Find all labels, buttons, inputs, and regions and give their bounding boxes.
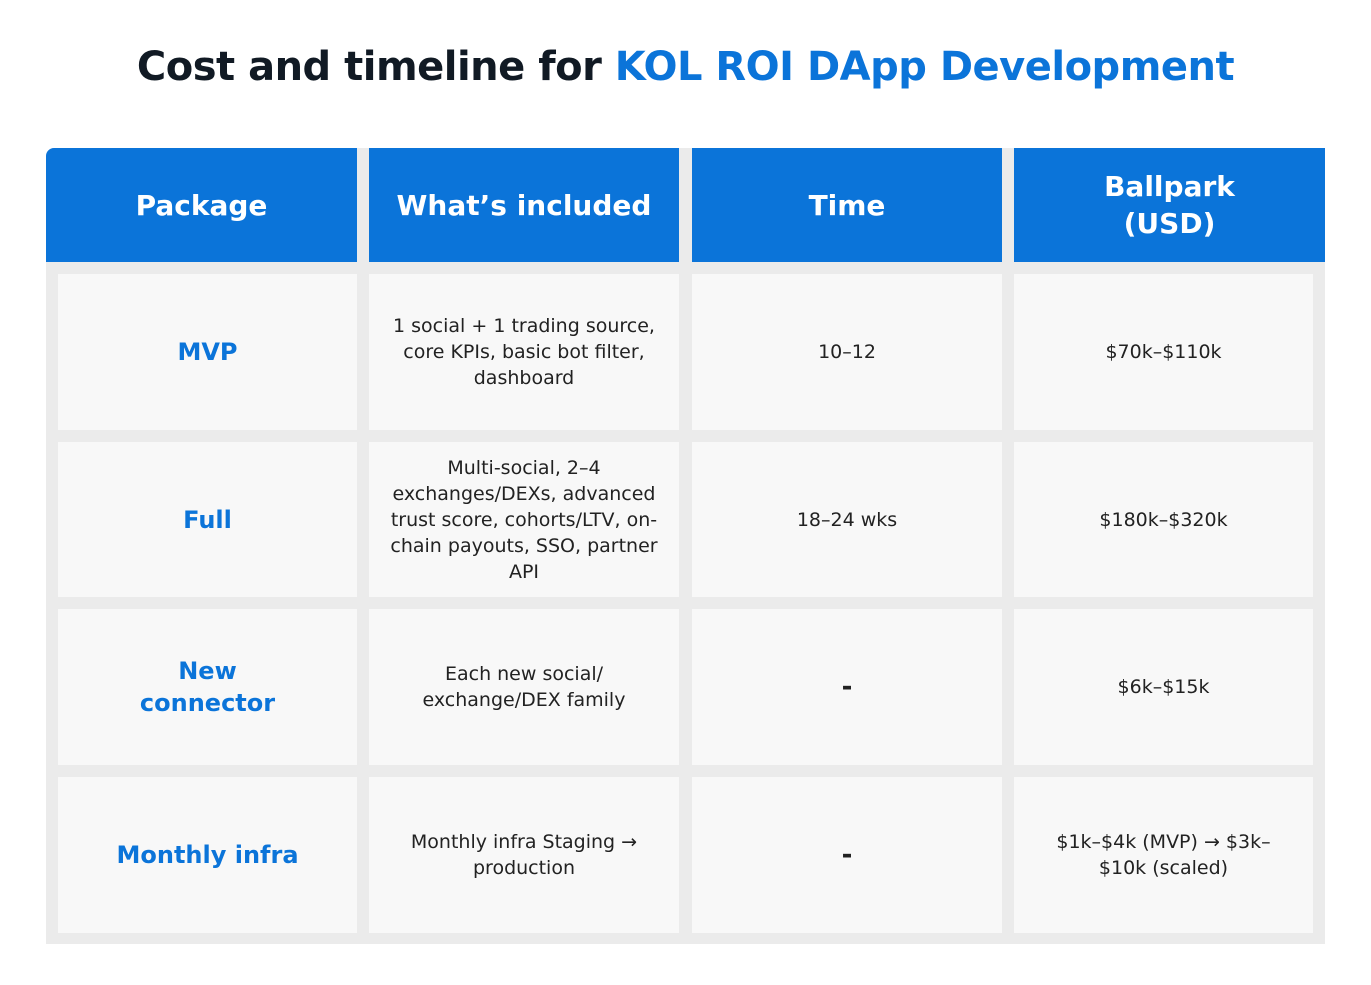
cell-package: Full <box>58 442 357 597</box>
title-prefix: Cost and timeline for <box>136 44 615 90</box>
included-text: 1 social + 1 trading source, core KPIs, … <box>393 315 655 389</box>
package-text: Monthly infra <box>116 841 299 869</box>
page-title: Cost and timeline for KOL ROI DApp Devel… <box>0 44 1371 90</box>
included-text: Each new social/ exchange/DEX family <box>422 663 626 711</box>
time-text: - <box>841 672 853 702</box>
ballpark-text: $1k–$4k (MVP) → $3k–$10k (scaled) <box>1056 831 1271 879</box>
cell-ballpark: $70k–$110k <box>1014 274 1313 430</box>
header-included: What’s included <box>369 148 679 262</box>
cell-time: - <box>692 777 1002 933</box>
cost-timeline-table: Package What’s included Time Ballpark (USD)… <box>46 148 1325 944</box>
package-text: Full <box>183 505 232 534</box>
package-text: New connector <box>139 657 276 717</box>
time-text: 10–12 <box>818 341 876 363</box>
header-label: Package <box>135 188 268 222</box>
ballpark-text: $70k–$110k <box>1105 341 1222 363</box>
cell-time: 18–24 wks <box>692 442 1002 597</box>
cell-package: Monthly infra <box>58 777 357 933</box>
cell-time: 10–12 <box>692 274 1002 430</box>
cell-included: Monthly infra Staging → production <box>369 777 679 933</box>
header-label: Time <box>808 188 886 222</box>
cell-ballpark: $180k–$320k <box>1014 442 1313 597</box>
header-package: Package <box>46 148 357 262</box>
cell-time: - <box>692 609 1002 765</box>
cell-included: 1 social + 1 trading source, core KPIs, … <box>369 274 679 430</box>
included-text: Monthly infra Staging → production <box>410 831 638 879</box>
time-text: - <box>841 840 853 870</box>
header-label: Ballpark (USD) <box>1104 170 1235 240</box>
included-text: Multi-social, 2–4 exchanges/DEXs, advanc… <box>390 456 658 583</box>
time-text: 18–24 wks <box>796 508 898 531</box>
title-accent: KOL ROI DApp Development <box>614 44 1235 90</box>
cell-package: MVP <box>58 274 357 430</box>
cell-package: New connector <box>58 609 357 765</box>
package-text: MVP <box>177 338 238 366</box>
cell-included: Each new social/ exchange/DEX family <box>369 609 679 765</box>
cell-ballpark: $6k–$15k <box>1014 609 1313 765</box>
cell-ballpark: $1k–$4k (MVP) → $3k–$10k (scaled) <box>1014 777 1313 933</box>
ballpark-text: $6k–$15k <box>1117 676 1210 698</box>
header-label: What’s included <box>396 188 652 222</box>
ballpark-text: $180k–$320k <box>1099 508 1228 531</box>
header-time: Time <box>692 148 1002 262</box>
header-ballpark: Ballpark (USD) <box>1014 148 1325 262</box>
cell-included: Multi-social, 2–4 exchanges/DEXs, advanc… <box>369 442 679 597</box>
